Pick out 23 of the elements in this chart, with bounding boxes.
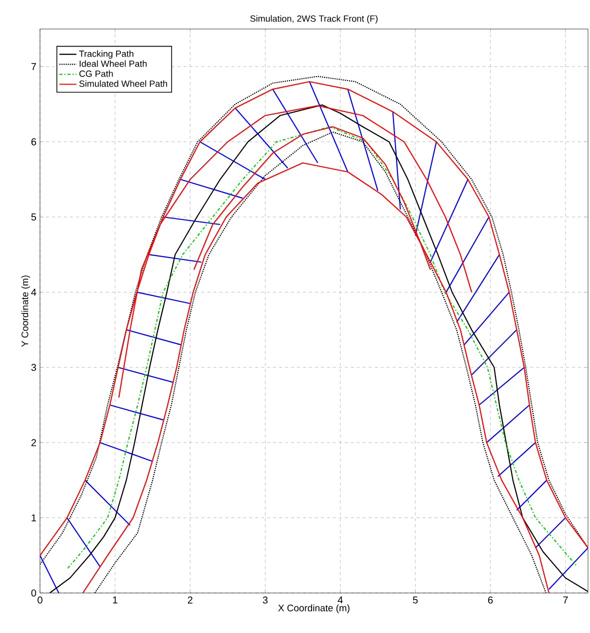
y-tick-label: 5 xyxy=(31,214,36,220)
x-tick-label: 1 xyxy=(113,596,118,604)
y-tick-label: 0 xyxy=(31,589,36,597)
legend-label: Ideal Wheel Path xyxy=(80,60,147,67)
x-axis-title: X Coordinate (m) xyxy=(278,604,350,614)
y-tick-label: 3 xyxy=(31,364,36,371)
x-tick-label: 6 xyxy=(488,596,493,604)
y-tick-label: 4 xyxy=(31,288,36,296)
y-axis-title: Y Coordinate (m) xyxy=(21,276,30,347)
y-tick-label: 1 xyxy=(32,514,36,522)
legend-label: Tracking Path xyxy=(79,50,134,59)
x-tick-label: 5 xyxy=(412,596,418,604)
x-tick-label: 4 xyxy=(338,596,343,604)
y-tick-label: 7 xyxy=(31,63,36,70)
y-tick-label: 2 xyxy=(31,439,36,446)
x-tick-label: 7 xyxy=(563,596,568,604)
x-tick-label: 2 xyxy=(188,596,192,604)
legend-label: CG Path xyxy=(79,70,113,77)
y-tick-label: 6 xyxy=(31,138,36,146)
x-tick-label: 3 xyxy=(262,596,268,604)
x-tick-label: 0 xyxy=(38,596,42,604)
legend-label: Simulated Wheel Path xyxy=(79,80,168,87)
chart-title: Simulation, 2WS Track Front (F) xyxy=(250,15,378,24)
